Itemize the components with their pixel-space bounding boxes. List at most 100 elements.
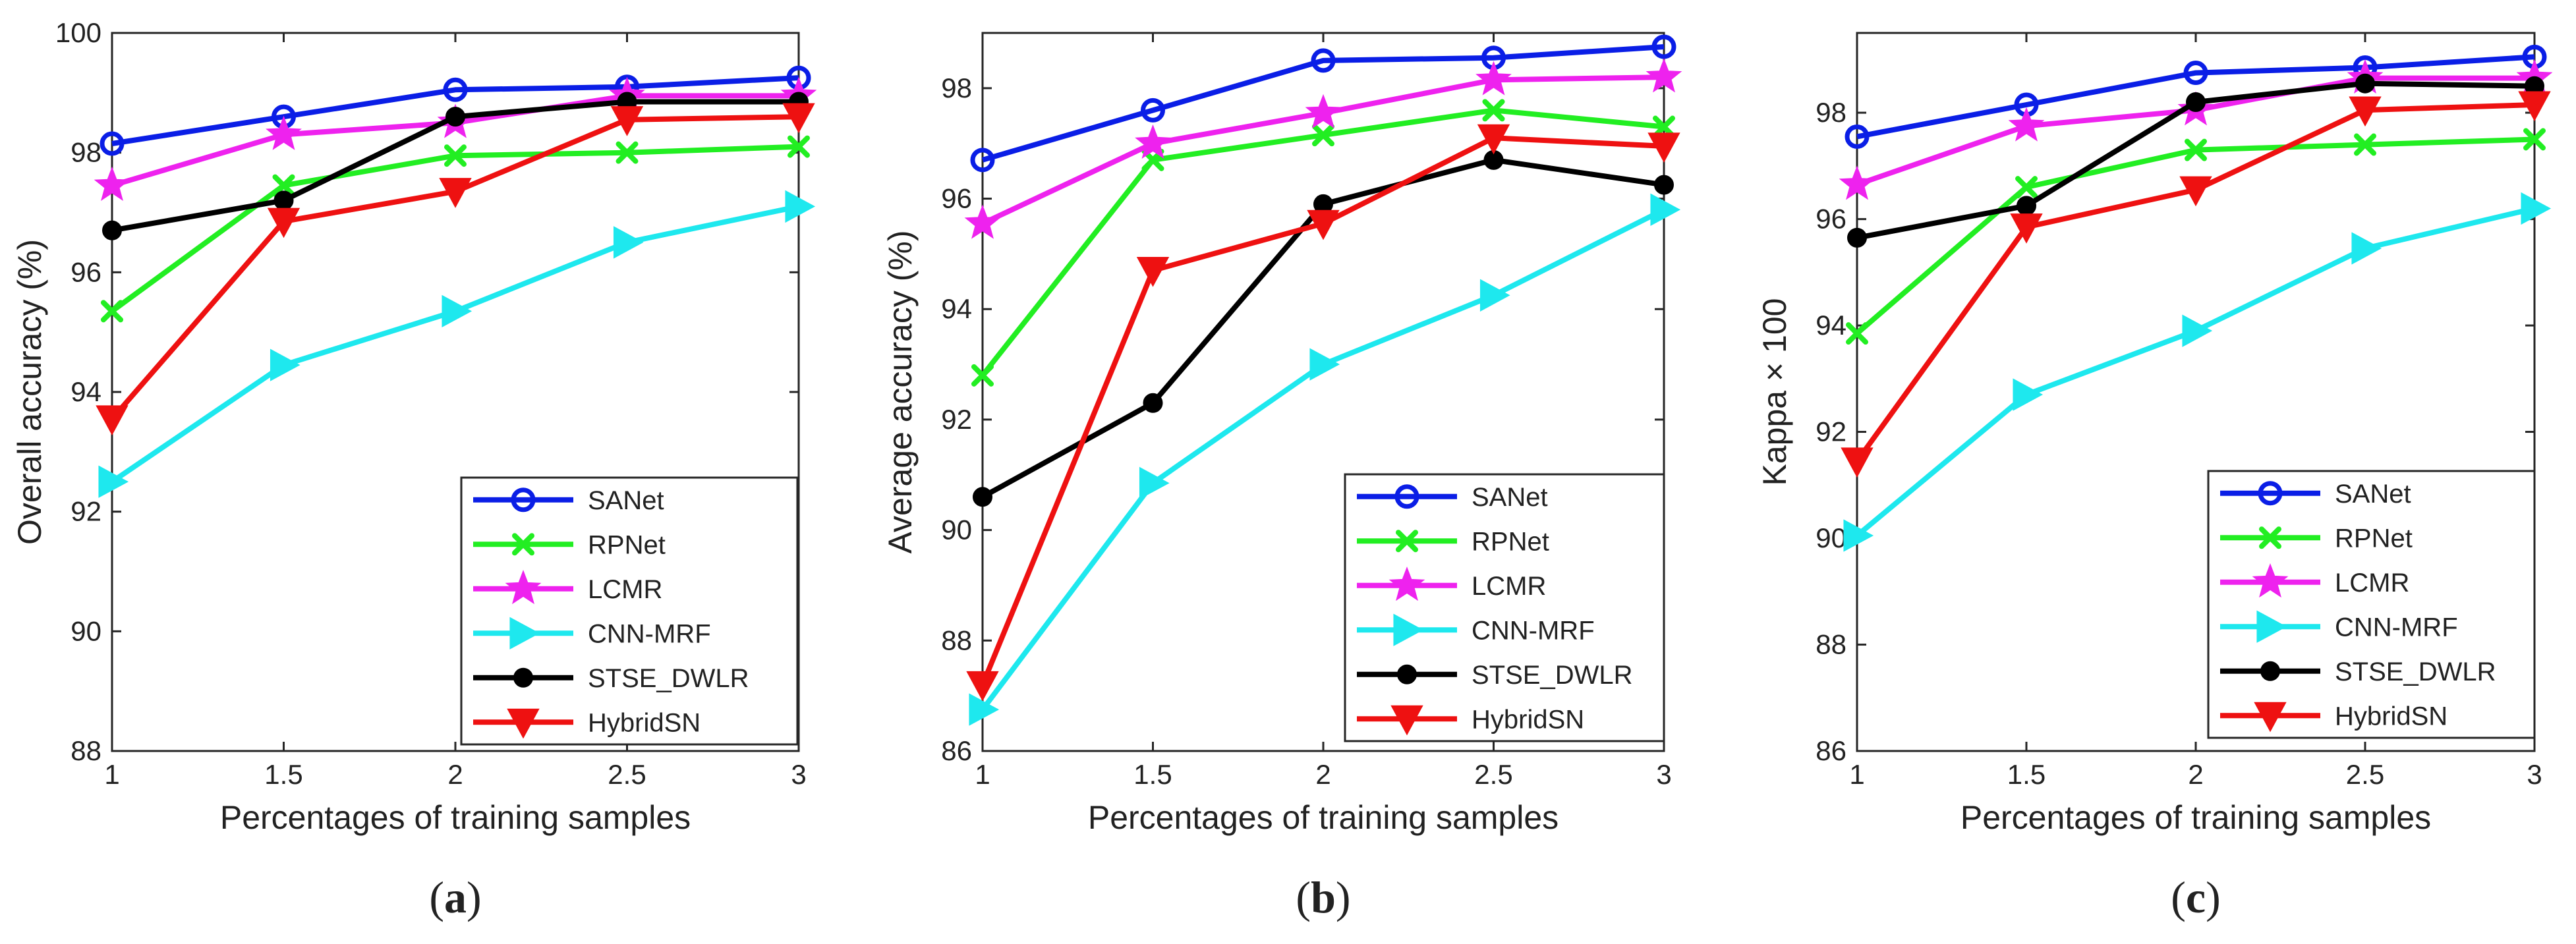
- legend-marker: [2256, 610, 2287, 643]
- legend-entry: HybridSN: [473, 708, 701, 739]
- data-point: [2182, 314, 2213, 347]
- chart-panel-c: 86 88 90 92 94 96 98 1 1.5 2 2.5 3 Percentages of tr…: [1756, 32, 2553, 922]
- y-tick-label: 98: [941, 72, 972, 103]
- data-point: [2355, 73, 2375, 94]
- x-tick-label: 1.5: [1133, 759, 1172, 790]
- data-point: [1482, 99, 1505, 122]
- series-rpnet: [1846, 128, 2546, 345]
- y-tick-label: 96: [1816, 204, 1846, 235]
- legend-marker: [1388, 566, 1425, 601]
- legend-label: LCMR: [2335, 569, 2409, 597]
- y-tick-label: 94: [71, 376, 101, 407]
- series-sanet: [100, 65, 811, 156]
- caption-letter: c: [2186, 872, 2206, 922]
- x-axis-label: Percentages of training samples: [220, 799, 691, 836]
- data-point: [1475, 61, 1512, 96]
- legend-label: CNN-MRF: [2335, 613, 2458, 642]
- series-hybridsn: [96, 103, 815, 435]
- data-point: [1653, 115, 1675, 138]
- data-point: [973, 487, 992, 507]
- series-cnn-mrf: [1843, 192, 2552, 552]
- x-tick-label: 2.5: [2346, 759, 2384, 790]
- legend-entry: SANet: [473, 486, 664, 515]
- x-tick-label: 1: [975, 759, 990, 790]
- data-point: [610, 106, 644, 136]
- data-point: [613, 226, 644, 259]
- data-point: [782, 103, 815, 134]
- y-tick-label: 88: [1816, 629, 1846, 660]
- legend-entry: CNN-MRF: [2220, 610, 2458, 643]
- series-stse-dwlr: [973, 150, 1674, 507]
- data-point: [969, 693, 1000, 726]
- data-point: [2186, 92, 2206, 112]
- x-tick-label: 1.5: [264, 759, 302, 790]
- data-point: [443, 77, 468, 102]
- legend-label: HybridSN: [2335, 702, 2447, 731]
- legend-label: HybridSN: [588, 708, 701, 737]
- x-tick-label: 3: [2527, 759, 2542, 790]
- data-point: [439, 178, 472, 208]
- caption-letter: a: [444, 872, 467, 922]
- legend-marker: [509, 617, 540, 650]
- legend-entry: STSE_DWLR: [1357, 661, 1633, 690]
- y-tick-label: 92: [71, 496, 101, 527]
- data-point: [273, 190, 294, 211]
- panel-caption: (a): [429, 872, 481, 922]
- legend-entry: LCMR: [1357, 566, 1546, 601]
- legend-label: STSE_DWLR: [588, 664, 749, 693]
- y-tick-label: 90: [71, 615, 101, 646]
- x-tick-label: 1: [104, 759, 119, 790]
- x-tick-label: 1: [1849, 759, 1864, 790]
- x-tick-label: 2: [2188, 759, 2203, 790]
- legend-marker: [1393, 613, 1424, 646]
- legend-label: RPNet: [588, 530, 666, 559]
- legend-label: HybridSN: [1472, 705, 1584, 734]
- data-point: [1136, 256, 1170, 287]
- legend-marker: [512, 533, 534, 556]
- data-point: [442, 294, 472, 328]
- data-point: [266, 115, 302, 150]
- data-point: [2349, 96, 2382, 127]
- legend-label: RPNet: [1472, 527, 1549, 556]
- legend: SANet RPNet LCMR CNN-MRF STSE_DWLR HybridSN: [460, 476, 799, 746]
- chart-panel-a: 88 90 92 94 96 98 100 1 1.5 2 2.5 3 Percentages of t…: [11, 17, 817, 922]
- legend-label: LCMR: [588, 575, 662, 604]
- y-tick-label: 92: [941, 404, 972, 435]
- legend-entry: RPNet: [2220, 524, 2413, 553]
- data-point: [1650, 193, 1681, 226]
- legend-marker: [505, 569, 542, 605]
- y-axis-label: Overall accuracy (%): [11, 239, 48, 545]
- legend-entry: LCMR: [473, 569, 662, 605]
- y-tick-label: 90: [1816, 522, 1846, 553]
- data-point: [1141, 97, 1165, 123]
- series-rpnet: [101, 135, 810, 323]
- legend-entry: LCMR: [2220, 563, 2409, 598]
- legend-marker: [1396, 530, 1418, 553]
- data-point: [94, 166, 130, 201]
- data-point: [1143, 393, 1163, 413]
- x-axis-label: Percentages of training samples: [1961, 799, 2431, 836]
- data-point: [1846, 322, 1868, 345]
- data-point: [1307, 209, 1340, 240]
- data-point: [1647, 132, 1680, 163]
- legend-label: STSE_DWLR: [2335, 657, 2496, 686]
- x-tick-label: 3: [1656, 759, 1671, 790]
- legend-entry: SANet: [1357, 483, 1548, 512]
- data-point: [1847, 227, 1867, 248]
- data-point: [2351, 232, 2382, 265]
- legend-label: SANet: [2335, 480, 2411, 509]
- legend-entry: CNN-MRF: [473, 617, 711, 650]
- legend-marker: [507, 708, 540, 739]
- y-tick-label: 86: [1816, 735, 1846, 766]
- panel-caption: (b): [1296, 872, 1350, 922]
- legend-marker: [1390, 705, 1423, 736]
- data-point: [2523, 128, 2546, 151]
- data-point: [2013, 378, 2044, 411]
- y-tick-label: 94: [1816, 310, 1846, 341]
- legend-entry: HybridSN: [1357, 705, 1584, 736]
- legend-entry: STSE_DWLR: [473, 664, 749, 693]
- x-axis-label: Percentages of training samples: [1088, 799, 1559, 836]
- y-tick-label: 98: [71, 137, 101, 168]
- data-point: [1312, 124, 1334, 147]
- series-line: [111, 75, 799, 146]
